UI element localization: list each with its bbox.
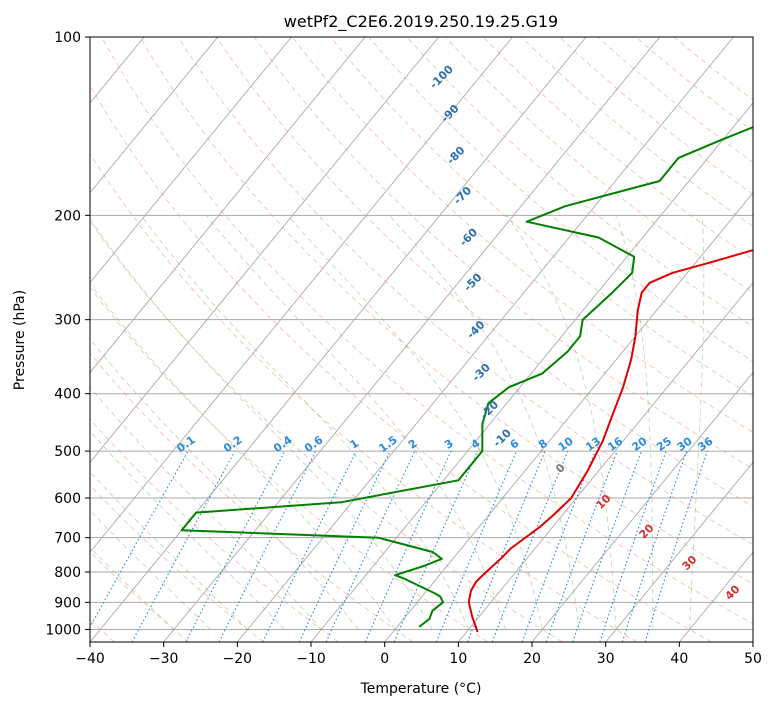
x-tick-label: 40: [670, 651, 688, 667]
dry-adiabat: [139, 37, 753, 585]
y-axis: 100 200 300 400 500 600 700 800 900 1000: [45, 30, 90, 638]
isotherm-line: [90, 37, 440, 464]
mixing-ratio-line: [435, 450, 518, 642]
y-tick-label: 700: [54, 531, 81, 547]
mixing-ratio-line: [218, 450, 317, 642]
moist-adiabat: [689, 215, 705, 630]
y-tick-label: 500: [54, 444, 81, 460]
y-tick-label: 1000: [45, 622, 81, 638]
dry-adiabat: [101, 37, 753, 625]
mixing-ratio-line: [572, 450, 643, 642]
y-tick-label: 100: [54, 30, 81, 46]
series-group: [180, 126, 753, 633]
mixing-ratio-line: [90, 450, 189, 629]
chart-title: wetPf2_C2E6.2019.250.19.25.G19: [284, 12, 558, 32]
moist-adiabat: [90, 218, 433, 630]
mixing-ratio-line: [262, 450, 357, 642]
dry-adiabat: [292, 37, 753, 433]
moist-adiabat: [90, 338, 359, 630]
mixing-ratio-line: [491, 450, 569, 642]
moist-adiabat: [506, 215, 617, 630]
mixing-ratio-line: [131, 450, 236, 642]
dry-adiabat: [368, 37, 753, 362]
mixing-ratio-line: [644, 450, 708, 642]
y-tick-label: 200: [54, 208, 81, 224]
x-tick-label: −30: [149, 651, 179, 667]
plot-frame: [89, 36, 754, 643]
dry-adiabat: [90, 551, 190, 642]
isotherm-line: [90, 37, 587, 642]
x-tick-label: 20: [523, 651, 541, 667]
dry-adiabat: [90, 286, 488, 642]
moist-adiabat: [140, 215, 469, 630]
isotherm-line: [236, 37, 734, 642]
x-tick-label: 30: [597, 651, 615, 667]
isotherm-line: [90, 37, 292, 284]
x-tick-label: −40: [75, 651, 105, 667]
dry-adiabat: [177, 37, 753, 546]
mixing-ratio-line: [521, 450, 596, 642]
dry-adiabat: [406, 37, 753, 328]
y-tick-label: 900: [54, 595, 81, 611]
x-tick-label: −20: [223, 651, 253, 667]
y-tick-label: 600: [54, 491, 81, 507]
dry-adiabat: [90, 220, 563, 642]
background-lines: [90, 37, 753, 642]
dry-adiabat: [215, 37, 753, 507]
isotherm-line: [384, 192, 753, 642]
isotherm-line: [163, 37, 661, 642]
mixing-ratio-line: [621, 450, 688, 642]
y-tick-label: 400: [54, 387, 81, 403]
moist-adiabat: [389, 215, 580, 630]
y-axis-label: Pressure (hPa): [12, 290, 28, 390]
mixing-ratio-line: [466, 450, 546, 642]
isotherm-line: [90, 37, 366, 374]
x-tick-label: 10: [449, 651, 467, 667]
moist-adiabat: [90, 282, 396, 630]
dry-adiabat: [90, 153, 638, 642]
x-axis: −40 −30 −20 −10 0 10 20 30 40 50: [75, 642, 762, 667]
dewpoint-profile-line: [180, 126, 753, 628]
dry-adiabat: [90, 352, 414, 642]
isotherm-line: [90, 37, 219, 194]
y-tick-label: 300: [54, 313, 81, 329]
isotherm-line: [457, 281, 753, 642]
isotherm-line: [90, 37, 513, 553]
isotherm-line: [605, 461, 753, 642]
isotherm-line: [531, 371, 753, 642]
dry-adiabat: [90, 484, 264, 642]
x-tick-label: −10: [296, 651, 326, 667]
temperature-profile-line: [467, 249, 753, 633]
mixing-ratio-line: [364, 450, 452, 642]
mixing-ratio-line: [599, 450, 667, 642]
x-tick-label: 0: [380, 651, 389, 667]
moist-adiabat: [616, 215, 654, 630]
moist-adiabat: [205, 215, 506, 630]
moist-adiabat: [287, 215, 543, 630]
moist-adiabat: [90, 386, 322, 630]
y-tick-label: 800: [54, 565, 81, 581]
x-axis-label: Temperature (°C): [360, 681, 482, 697]
x-tick-label: 50: [744, 651, 762, 667]
mixing-ratio-line: [545, 450, 618, 642]
dry-adiabat: [90, 84, 712, 642]
